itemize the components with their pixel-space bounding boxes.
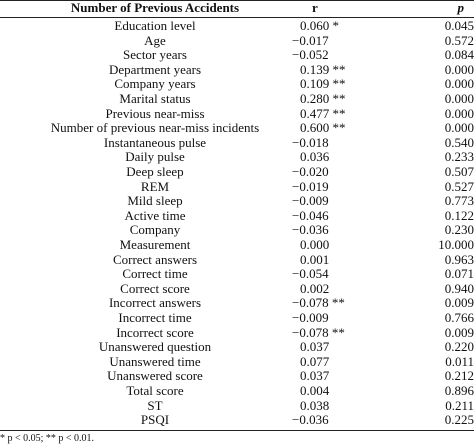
row-label: Marital status [119,91,191,106]
header-rule [0,17,474,18]
footnote: * p < 0.05; ** p < 0.01. [0,433,95,444]
row-label: Unanswered question [98,339,212,355]
r-value: −0.046 [292,207,329,223]
p-value: 0.220 [444,339,474,355]
r-value: −0.078 ** [292,295,345,311]
r-value: 0.139 ** [300,61,346,77]
header-r: r [312,0,318,15]
p-value: 0.212 [444,368,474,384]
row-label: Age [144,32,166,48]
r-value: 0.600 ** [300,120,346,136]
r-value: 0.037 [300,339,330,355]
p-value: 0.045 [444,18,474,33]
row-label: ST [147,397,163,413]
row-label: Incorrect score [116,324,194,340]
p-value: 0.000 [444,105,474,121]
p-value: 0.940 [444,280,474,296]
row-label: Unanswered score [107,368,203,384]
row-label: Correct score [120,280,190,296]
r-value: −0.054 [292,266,329,282]
p-value: 0.000 [444,91,474,106]
r-value: 0.077 [300,353,330,369]
bottom-rule [0,430,474,431]
row-label: Active time [124,207,186,223]
p-value: 0.225 [444,412,474,428]
r-value: −0.017 [292,32,329,48]
r-value: 0.036 [300,149,330,165]
p-value: 0.896 [444,383,474,398]
p-value: 0.084 [444,47,474,63]
row-label: Total score [126,383,184,398]
p-value: 0.011 [445,353,474,369]
row-label: Incorrect time [118,310,192,325]
row-label: Sector years [123,47,187,63]
r-value: −0.009 [292,193,329,209]
r-value: 0.109 ** [300,76,346,92]
r-value: 0.037 [300,368,330,384]
row-label: REM [140,178,170,194]
row-label: PSQI [140,412,170,428]
r-value: 0.477 ** [300,105,346,121]
r-value: 0.038 [300,397,330,413]
r-value: −0.078 ** [292,324,345,340]
p-value: 0.963 [444,251,474,267]
row-label: Education level [114,18,196,33]
p-value: 0.540 [444,134,474,150]
row-label: Correct time [122,266,188,282]
p-value: 0.009 [444,295,474,311]
row-label: Department years [108,61,202,77]
p-value: 0.233 [444,149,474,165]
r-value: 0.004 [300,383,330,398]
row-label: Mild sleep [127,193,183,209]
row-label: Company [129,222,181,238]
row-label: Unanswered time [109,353,201,369]
r-value: 0.060 * [300,18,339,33]
r-value: 0.002 [300,280,330,296]
p-value: 10.000 [438,237,474,252]
row-label: Daily pulse [125,149,185,165]
r-value: −0.052 [292,47,329,63]
row-label: Company years [114,76,196,92]
header-label: Number of Previous Accidents [70,0,240,15]
header-p: p [457,0,465,15]
p-value: 0.230 [444,222,474,238]
p-value: 0.211 [445,397,474,413]
r-value: −0.036 [292,412,329,428]
p-value: 0.009 [444,324,474,340]
r-value: −0.018 [292,134,329,150]
row-label: Incorrect answers [108,295,202,311]
r-value: −0.019 [292,178,329,194]
row-label: Correct answers [112,251,198,267]
p-value: 0.000 [444,61,474,77]
p-value: 0.071 [444,266,474,282]
p-value: 0.766 [444,310,474,325]
p-value: 0.572 [444,32,474,48]
r-value: 0.000 [300,237,330,252]
row-label: Measurement [119,237,191,252]
row-label: Number of previous near-miss incidents [50,120,260,136]
p-value: 0.000 [444,120,474,136]
row-label: Instantaneous pulse [103,134,207,150]
p-value: 0.773 [444,193,474,209]
r-value: 0.280 ** [300,91,346,106]
r-value: −0.009 [292,310,329,325]
p-value: 0.527 [444,178,474,194]
r-value: −0.036 [292,222,329,238]
r-value: −0.020 [292,164,329,179]
p-value: 0.000 [444,76,474,92]
r-value: 0.001 [300,251,330,267]
row-label: Deep sleep [126,164,184,179]
p-value: 0.122 [444,207,474,223]
row-label: Previous near-miss [105,105,205,121]
p-value: 0.507 [444,164,474,179]
top-rule [0,0,474,1]
